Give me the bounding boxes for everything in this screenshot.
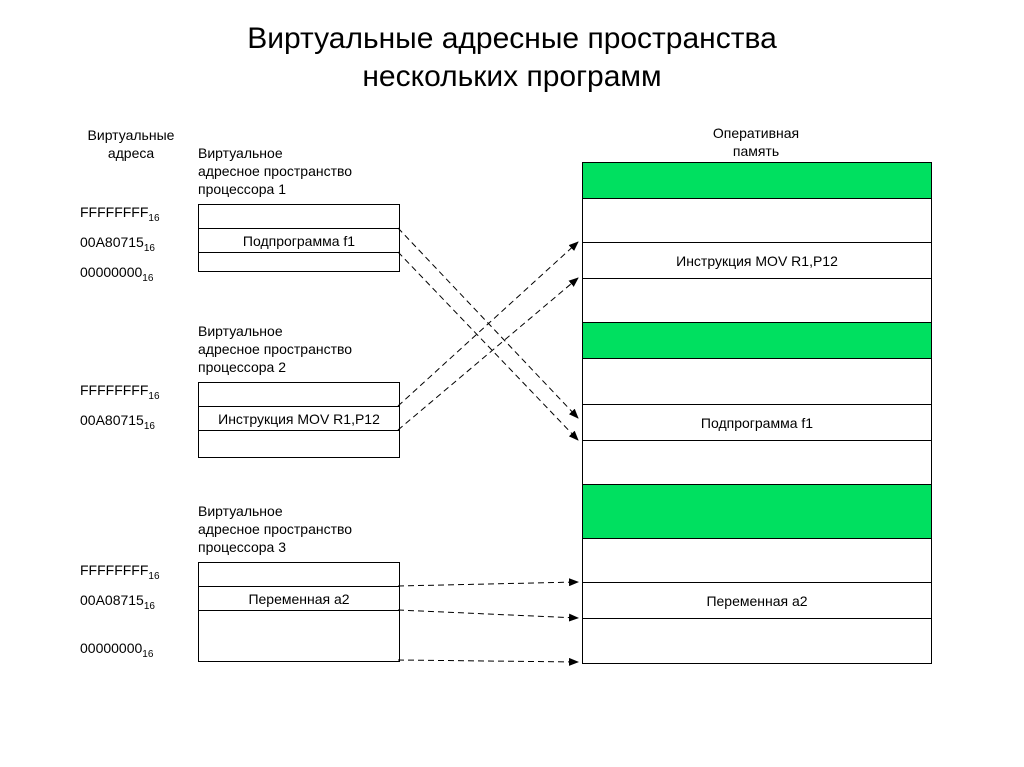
- vspace-1-addr-2: 0000000016: [80, 264, 153, 284]
- physical-memory-block: Инструкция MOV R1,P12 Подпрограмма f1 Пере…: [582, 162, 932, 664]
- memory-row-1: [583, 199, 931, 243]
- vspace-block-1: Подпрограмма f1: [198, 204, 400, 272]
- memory-row-10: Переменная a2: [583, 583, 931, 619]
- mapping-arrow-2: [398, 242, 578, 406]
- memory-row-6: Подпрограмма f1: [583, 405, 931, 441]
- memory-row-4: [583, 323, 931, 359]
- mapping-arrow-4: [398, 582, 578, 586]
- vspace-3-row-1: Переменная a2: [199, 587, 399, 611]
- vspace-block-2: Инструкция MOV R1,P12: [198, 382, 400, 458]
- mapping-arrow-0: [398, 228, 578, 418]
- mapping-arrow-3: [398, 278, 578, 430]
- mapping-arrow-5: [398, 610, 578, 618]
- vspace-2-addr-0: FFFFFFFF16: [80, 382, 160, 402]
- vspace-3-addr-1: 00A0871516: [80, 592, 155, 612]
- vspace-3-row-2: [199, 611, 399, 661]
- memory-header: Оперативная память: [582, 124, 930, 160]
- vspace-2-row-2: [199, 431, 399, 457]
- vspace-2-row-0: [199, 383, 399, 407]
- mapping-arrow-1: [398, 252, 578, 440]
- vspace-3-row-0: [199, 563, 399, 587]
- vspace-1-addr-1: 00A8071516: [80, 234, 155, 254]
- vspace-header-2: Виртуальное адресное пространство процес…: [198, 322, 418, 377]
- vspace-header-1: Виртуальное адресное пространство процес…: [198, 144, 418, 199]
- vspace-1-row-1: Подпрограмма f1: [199, 229, 399, 253]
- memory-row-3: [583, 279, 931, 323]
- memory-row-7: [583, 441, 931, 485]
- page-title: Виртуальные адресные пространства нескол…: [0, 20, 1024, 95]
- vspace-header-3: Виртуальное адресное пространство процес…: [198, 502, 418, 557]
- vspace-2-addr-1: 00A8071516: [80, 412, 155, 432]
- vspace-3-addr-2: 0000000016: [80, 640, 153, 660]
- memory-row-5: [583, 359, 931, 405]
- memory-row-2: Инструкция MOV R1,P12: [583, 243, 931, 279]
- title-line1: Виртуальные адресные пространства: [247, 22, 777, 55]
- mapping-arrow-6: [398, 660, 578, 662]
- memory-row-11: [583, 619, 931, 663]
- vspace-1-row-2: [199, 253, 399, 271]
- memory-row-0: [583, 163, 931, 199]
- vspace-2-row-1: Инструкция MOV R1,P12: [199, 407, 399, 431]
- vspace-3-addr-0: FFFFFFFF16: [80, 562, 160, 582]
- memory-row-9: [583, 539, 931, 583]
- vspace-block-3: Переменная a2: [198, 562, 400, 662]
- virtual-addresses-header: Виртуальные адреса: [76, 126, 186, 162]
- memory-row-8: [583, 485, 931, 539]
- vspace-1-addr-0: FFFFFFFF16: [80, 204, 160, 224]
- title-line2: нескольких программ: [362, 60, 661, 93]
- vspace-1-row-0: [199, 205, 399, 229]
